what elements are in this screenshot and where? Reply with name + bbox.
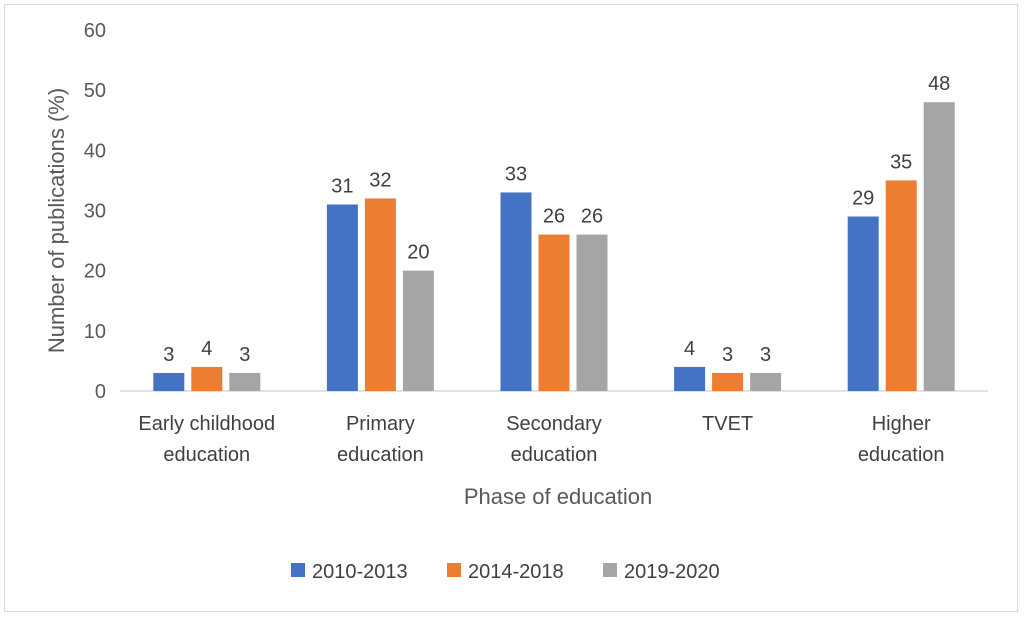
data-label: 20 [407, 242, 429, 264]
category-label-line: education [858, 444, 945, 466]
legend-swatch [603, 563, 617, 577]
bar-2014-2018-4 [885, 180, 917, 391]
data-label: 3 [163, 344, 174, 366]
bar-2014-2018-0 [191, 366, 223, 391]
category-label: Secondary education [506, 413, 602, 466]
data-label: 29 [852, 188, 874, 210]
category-label-line: Primary [346, 413, 415, 435]
bar-2019-2020-2 [576, 234, 608, 391]
bar-2019-2020-1 [402, 270, 434, 391]
legend-swatch [447, 563, 461, 577]
y-tick-label: 30 [84, 201, 106, 223]
data-label: 3 [760, 344, 771, 366]
x-axis-title: Phase of education [464, 484, 652, 509]
data-label: 31 [331, 175, 353, 197]
category-label-line: education [337, 444, 424, 466]
category-label: Higher education [858, 413, 945, 466]
bar-2010-2013-3 [674, 366, 706, 391]
bar-2010-2013-2 [500, 192, 532, 391]
y-tick-label: 10 [84, 321, 106, 343]
legend: 2010-2013 2014-2018 2019-2020 [291, 561, 720, 583]
category-label-line: education [511, 444, 598, 466]
y-axis-ticks: 0 10 20 30 40 50 60 [84, 20, 106, 403]
legend-label: 2019-2020 [624, 561, 720, 583]
data-label: 3 [239, 344, 250, 366]
category-label: Primary education [337, 413, 424, 466]
y-axis-title: Number of publications (%) [44, 88, 69, 353]
category-label-line: education [163, 444, 250, 466]
data-label: 4 [684, 338, 695, 360]
category-label-line: TVET [702, 413, 753, 435]
bar-2019-2020-0 [229, 372, 261, 391]
bar-2019-2020-3 [750, 372, 782, 391]
y-tick-label: 40 [84, 140, 106, 162]
bar-2010-2013-1 [326, 204, 358, 391]
bar-2010-2013-0 [153, 372, 185, 391]
category-label-line: Early childhood [138, 413, 275, 435]
bar-2014-2018-1 [364, 198, 396, 391]
y-tick-label: 20 [84, 261, 106, 283]
category-label-line: Secondary [506, 413, 602, 435]
category-label: TVET [702, 413, 753, 435]
bar-2019-2020-4 [923, 102, 955, 391]
legend-label: 2014-2018 [468, 561, 564, 583]
data-label: 4 [201, 338, 212, 360]
category-label: Early childhood education [138, 413, 275, 466]
data-label: 33 [505, 163, 527, 185]
legend-label: 2010-2013 [312, 561, 408, 583]
y-tick-label: 0 [95, 381, 106, 403]
bar-2014-2018-2 [538, 234, 570, 391]
data-label: 32 [369, 169, 391, 191]
data-label: 3 [722, 344, 733, 366]
y-tick-label: 60 [84, 20, 106, 42]
y-tick-label: 50 [84, 80, 106, 102]
legend-swatch [291, 563, 305, 577]
bar-2014-2018-3 [712, 372, 744, 391]
bars [153, 102, 955, 391]
category-label-line: Higher [872, 413, 931, 435]
data-label: 26 [581, 206, 603, 228]
category-labels: Early childhood education Primary education… [138, 413, 944, 466]
data-label: 48 [928, 73, 950, 95]
data-label: 26 [543, 206, 565, 228]
data-label: 35 [890, 151, 912, 173]
bar-2010-2013-4 [847, 216, 879, 391]
